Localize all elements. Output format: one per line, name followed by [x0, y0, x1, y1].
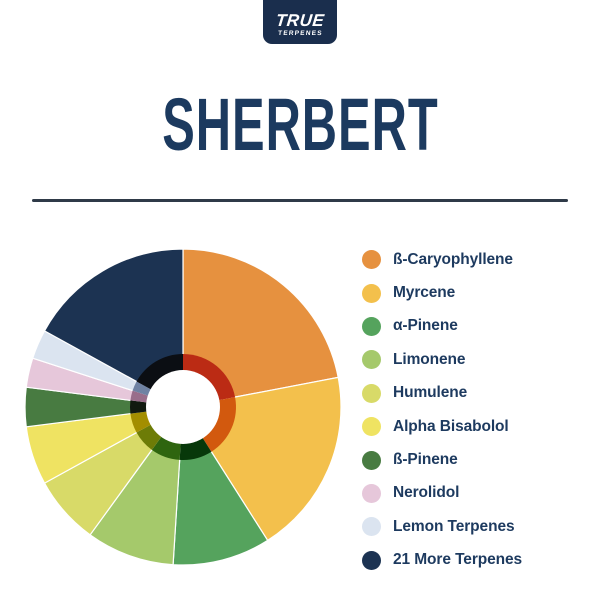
legend-color-dot	[362, 450, 381, 470]
legend-color-dot	[362, 417, 381, 437]
legend-label: ß-Caryophyllene	[393, 250, 513, 268]
legend-item-6: ß-Pinene	[362, 443, 522, 476]
legend-item-3: Limonene	[362, 343, 522, 376]
legend-color-dot	[362, 350, 381, 370]
legend-item-0: ß-Caryophyllene	[362, 243, 522, 276]
legend-item-8: Lemon Terpenes	[362, 510, 522, 543]
title-wrap: SHERBERT	[0, 88, 600, 162]
legend-label: α-Pinene	[393, 317, 458, 335]
legend-item-1: Myrcene	[362, 276, 522, 309]
legend-label: Lemon Terpenes	[393, 517, 515, 535]
legend-color-dot	[362, 283, 381, 303]
legend-label: Humulene	[393, 384, 468, 402]
legend-color-dot	[362, 517, 381, 537]
legend-item-9: 21 More Terpenes	[362, 544, 522, 577]
chart-legend: ß-Caryophyllene Myrcene α-Pinene Limonene Hu…	[362, 243, 522, 577]
divider-line	[32, 199, 568, 202]
terpene-donut-chart	[24, 248, 342, 566]
legend-label: Alpha Bisabolol	[393, 417, 509, 435]
legend-item-2: α-Pinene	[362, 310, 522, 343]
legend-label: 21 More Terpenes	[393, 551, 523, 569]
legend-label: Myrcene	[393, 284, 456, 302]
legend-label: Nerolidol	[393, 484, 460, 502]
legend-color-dot	[362, 483, 381, 503]
logo-word-true: TRUE	[274, 11, 326, 30]
legend-label: ß-Pinene	[393, 451, 458, 469]
legend-item-7: Nerolidol	[362, 477, 522, 510]
donut-hole	[146, 370, 220, 444]
logo-word-terpenes: TERPENES	[277, 30, 323, 37]
true-terpenes-logo: TRUE TERPENES	[263, 0, 337, 44]
legend-item-5: Alpha Bisabolol	[362, 410, 522, 443]
legend-color-dot	[362, 250, 381, 270]
page-title: SHERBERT	[161, 83, 439, 166]
legend-color-dot	[362, 383, 381, 403]
pie-slice-0	[182, 248, 339, 408]
legend-label: Limonene	[393, 350, 466, 368]
legend-item-4: Humulene	[362, 377, 522, 410]
legend-color-dot	[362, 550, 381, 570]
legend-color-dot	[362, 316, 381, 336]
